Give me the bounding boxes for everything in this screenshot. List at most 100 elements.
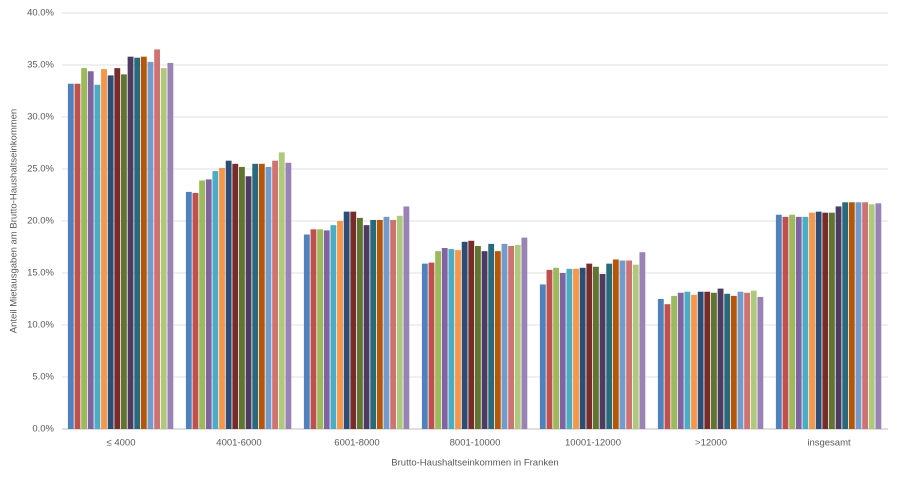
bar bbox=[239, 166, 245, 430]
bar bbox=[205, 179, 212, 429]
y-tick-label: 30.0% bbox=[27, 112, 54, 123]
bar bbox=[403, 206, 410, 429]
bar bbox=[508, 245, 515, 429]
bar bbox=[612, 259, 619, 429]
y-tick-label: 40.0% bbox=[27, 8, 54, 19]
bar bbox=[67, 83, 74, 429]
bar bbox=[212, 171, 219, 429]
bar bbox=[521, 237, 528, 429]
bar bbox=[134, 57, 141, 429]
x-tick-label: 8001-10000 bbox=[450, 438, 501, 449]
x-tick-label: >12000 bbox=[695, 438, 727, 449]
bar bbox=[74, 83, 81, 429]
bar bbox=[232, 163, 239, 430]
bar bbox=[154, 49, 161, 430]
x-tick-label: 10001-12000 bbox=[565, 438, 621, 449]
x-tick-label: insgesamt bbox=[807, 438, 851, 449]
bar bbox=[160, 68, 167, 430]
bar bbox=[107, 75, 114, 430]
bar bbox=[664, 304, 671, 429]
bar bbox=[285, 162, 292, 429]
bar bbox=[619, 260, 626, 429]
y-tick-label: 35.0% bbox=[27, 60, 54, 71]
bar bbox=[606, 263, 613, 429]
x-tick-label: 6001-8000 bbox=[334, 438, 379, 449]
x-tick-label: ≤ 4000 bbox=[107, 438, 136, 449]
bar bbox=[488, 243, 495, 429]
bar bbox=[258, 163, 265, 430]
bar bbox=[586, 263, 593, 429]
y-tick-label: 10.0% bbox=[27, 320, 54, 331]
bar bbox=[559, 273, 566, 429]
bar bbox=[599, 274, 606, 429]
bar bbox=[147, 61, 154, 429]
bar bbox=[822, 212, 829, 429]
bar bbox=[428, 262, 435, 429]
bar bbox=[376, 219, 383, 429]
bar bbox=[81, 68, 88, 430]
bar bbox=[750, 290, 757, 429]
bar bbox=[717, 288, 724, 429]
bar bbox=[657, 299, 664, 429]
bar bbox=[782, 216, 789, 429]
bar bbox=[127, 56, 134, 430]
bar bbox=[475, 245, 481, 429]
bar bbox=[101, 69, 107, 429]
bar bbox=[855, 202, 862, 429]
bar bbox=[272, 160, 279, 429]
bar bbox=[317, 229, 324, 429]
bar bbox=[757, 296, 764, 429]
bar bbox=[553, 267, 560, 429]
bar bbox=[697, 291, 704, 429]
bar bbox=[730, 295, 737, 429]
bar bbox=[573, 268, 579, 429]
bar bbox=[671, 295, 678, 429]
bar bbox=[514, 244, 521, 429]
bar bbox=[310, 229, 317, 429]
bar bbox=[265, 166, 272, 430]
bar bbox=[219, 167, 225, 429]
bar bbox=[343, 211, 350, 429]
y-tick-label: 0.0% bbox=[32, 424, 54, 435]
bar bbox=[579, 267, 586, 429]
bar bbox=[539, 284, 546, 429]
bar bbox=[494, 251, 501, 429]
bar bbox=[691, 294, 697, 429]
bar bbox=[357, 217, 363, 429]
bar bbox=[421, 263, 428, 429]
bar bbox=[225, 160, 232, 429]
bar bbox=[684, 291, 691, 429]
bar bbox=[199, 180, 206, 429]
bar bbox=[337, 221, 343, 429]
bar bbox=[185, 191, 192, 429]
bar bbox=[390, 219, 397, 429]
bar bbox=[441, 248, 448, 429]
y-tick-label: 5.0% bbox=[32, 372, 54, 383]
bar bbox=[435, 251, 442, 429]
bar bbox=[815, 211, 822, 429]
bar bbox=[461, 241, 468, 429]
bar bbox=[501, 243, 508, 429]
bar bbox=[167, 62, 174, 430]
y-axis-label: Anteil Mietausgaben am Brutto-Haushaltse… bbox=[9, 109, 20, 333]
bar bbox=[789, 214, 796, 429]
bar bbox=[448, 249, 455, 429]
bar bbox=[862, 202, 869, 429]
bar bbox=[868, 204, 875, 429]
bar bbox=[278, 152, 285, 430]
bar bbox=[724, 293, 731, 429]
bar bbox=[121, 74, 127, 430]
bar bbox=[114, 68, 121, 430]
bar bbox=[632, 264, 639, 429]
bar bbox=[303, 234, 310, 429]
bar bbox=[593, 266, 599, 429]
bar bbox=[140, 56, 147, 430]
bar bbox=[192, 192, 199, 429]
bar bbox=[396, 215, 403, 429]
bar bbox=[350, 211, 357, 429]
y-tick-label: 15.0% bbox=[27, 268, 54, 279]
bar bbox=[566, 268, 573, 429]
bar bbox=[737, 291, 744, 429]
bar bbox=[848, 202, 855, 429]
